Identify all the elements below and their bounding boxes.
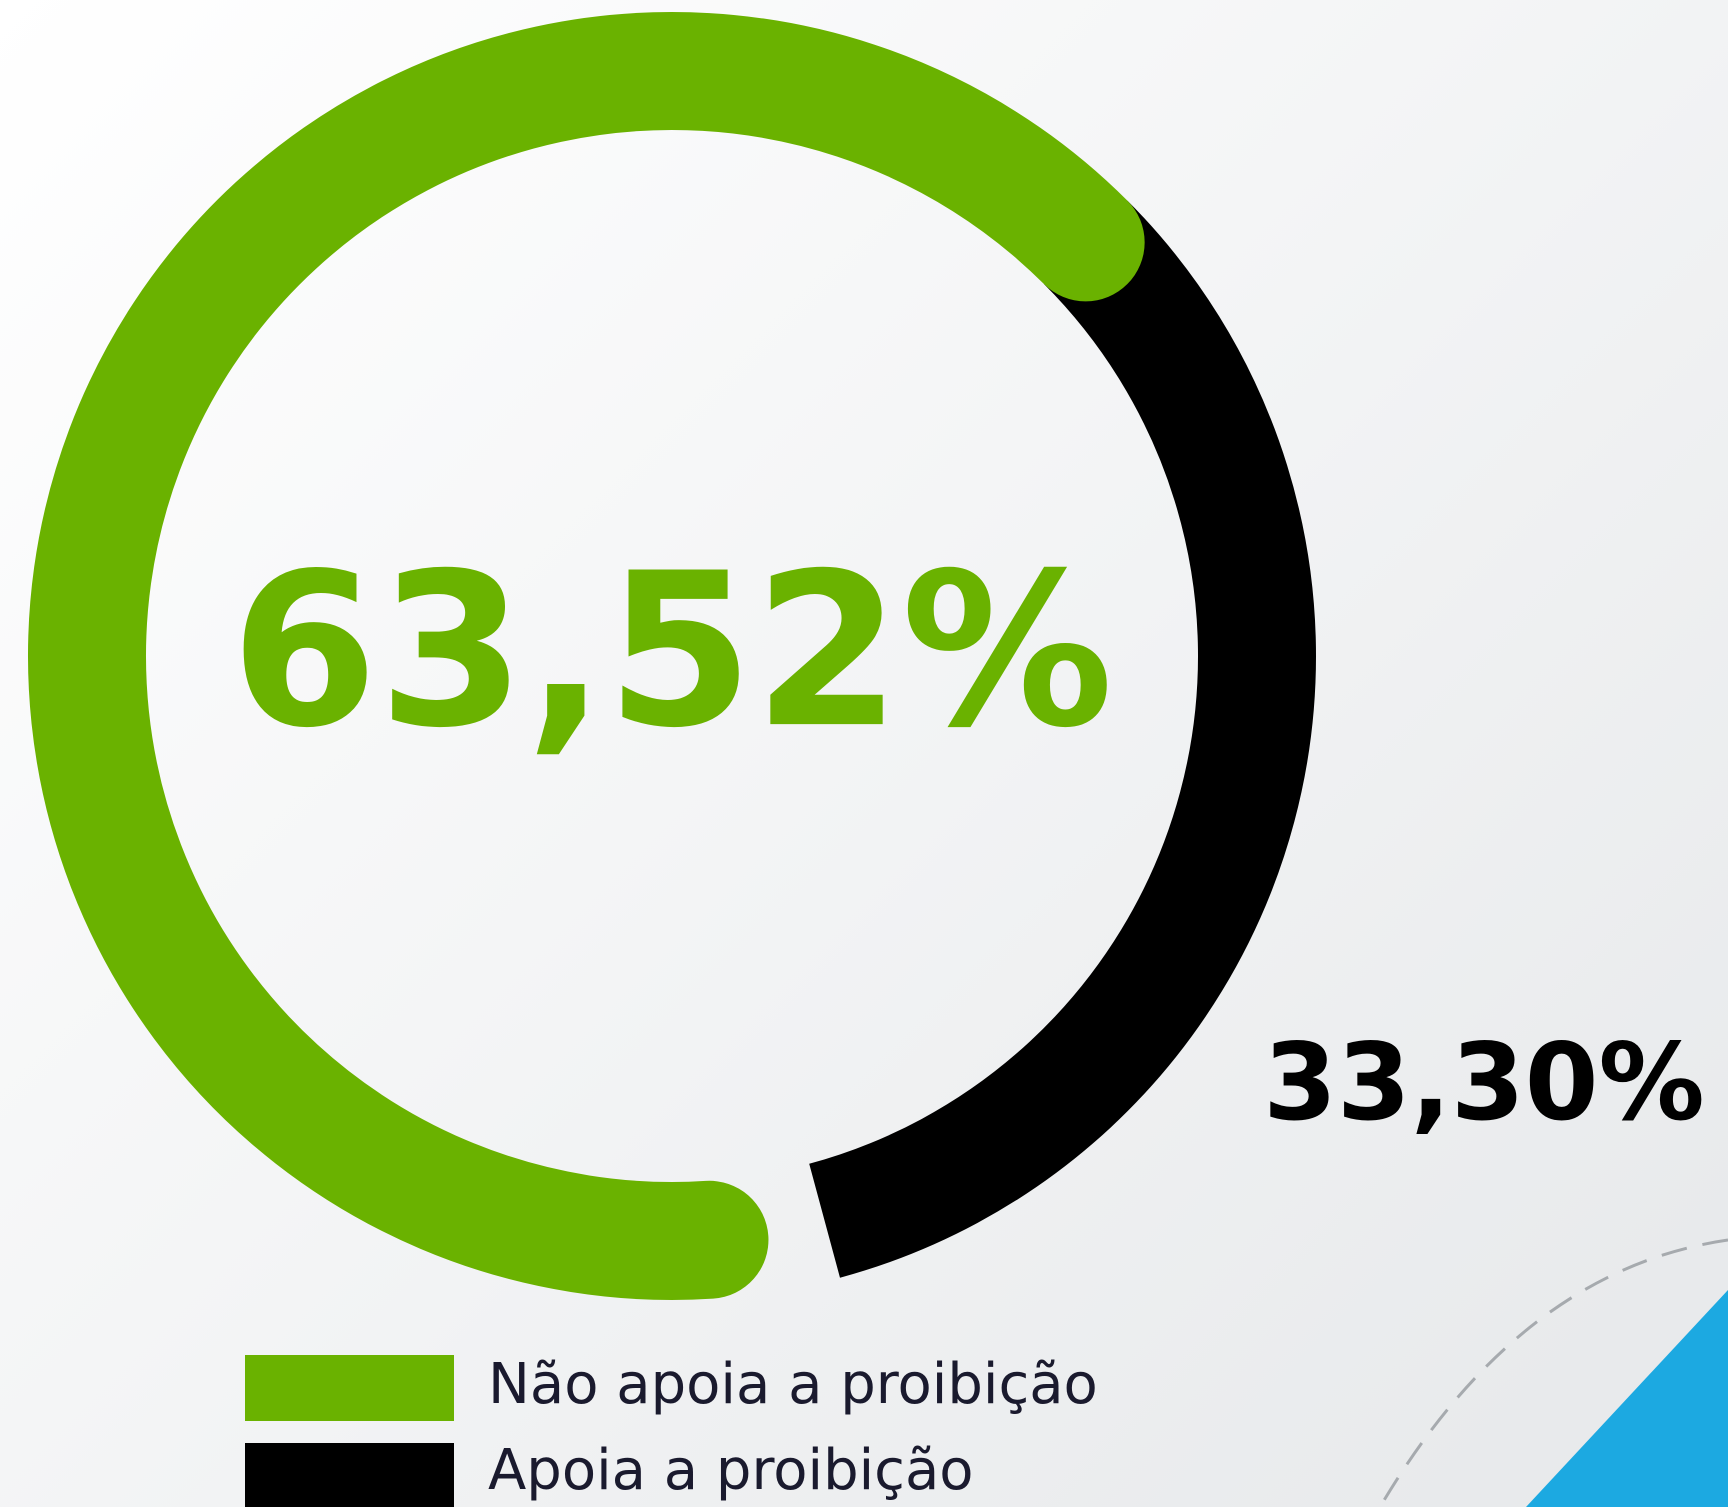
legend-swatch: [245, 1355, 454, 1421]
donut-segment: [28, 12, 1145, 1300]
main-value-label: 63,52%: [231, 527, 1114, 774]
secondary-value-label: 33,30%: [1263, 1021, 1705, 1144]
donut-segment: [809, 200, 1316, 1278]
donut: [28, 12, 1316, 1300]
decoration: [1378, 1238, 1728, 1507]
legend-label: Não apoia a proibição: [488, 1352, 1098, 1417]
legend-label: Apoia a proibição: [488, 1438, 974, 1503]
legend-swatch: [245, 1443, 454, 1507]
corner-triangle: [1526, 1290, 1728, 1507]
dashed-curve: [1378, 1238, 1728, 1507]
